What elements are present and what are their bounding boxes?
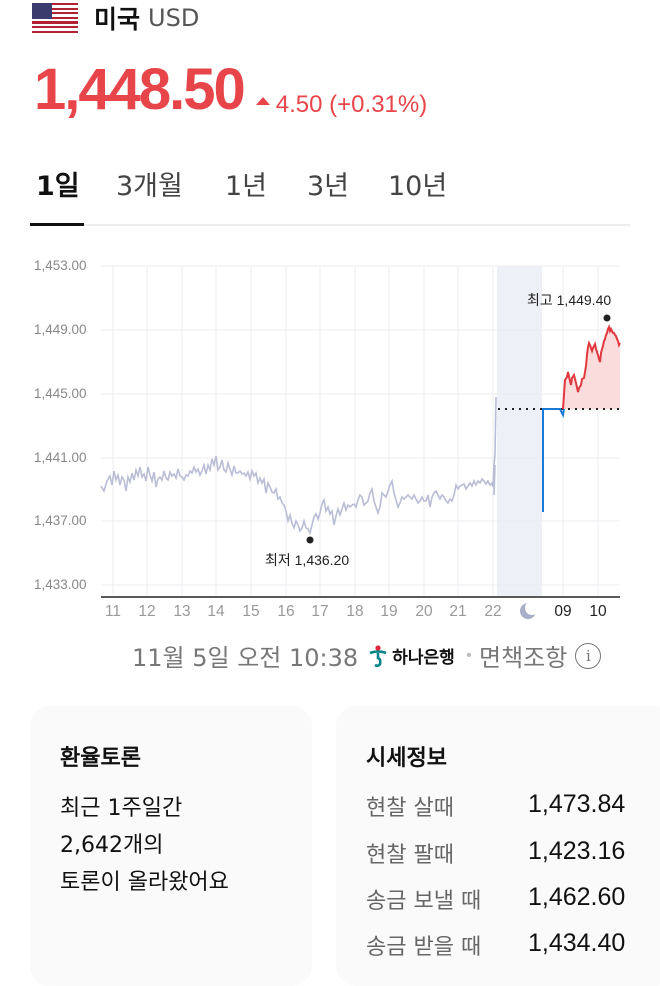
rate-row: 현찰 살때 1,473.84 (366, 790, 625, 822)
country-name: 미국 (94, 5, 141, 34)
x-tick: 20 (415, 603, 433, 620)
x-tick: 16 (277, 603, 295, 620)
x-tick: 12 (138, 603, 156, 620)
x-tick: 15 (242, 603, 260, 620)
rate-label: 현찰 살때 (366, 796, 454, 821)
discussion-summary: 최근 1주일간 2,642개의 토론이 올라왔어요 (60, 790, 229, 901)
y-tick: 1,441.00 (34, 450, 87, 465)
quote-row: 1,448.50 4.50 (+0.31%) (34, 56, 427, 123)
change-percent: (+0.31%) (329, 91, 428, 118)
moon-icon (520, 601, 539, 619)
bank-name: 하나은행 (392, 648, 455, 668)
discussion-title: 환율토론 (60, 746, 141, 771)
timestamp: 11월 5일 오전 10:38 (132, 644, 359, 672)
y-tick: 1,437.00 (34, 513, 87, 528)
hana-bank-icon (369, 644, 387, 667)
summary-line: 2,642개의 (60, 833, 164, 858)
x-tick: 22 (484, 603, 502, 620)
rate-row: 송금 보낼 때 1,462.60 (366, 883, 625, 915)
x-tick: 14 (207, 603, 225, 620)
x-tick: 18 (346, 603, 364, 620)
rate-value: 1,434.40 (528, 929, 626, 957)
y-tick: 1,453.00 (34, 258, 87, 273)
tab-divider (30, 224, 630, 226)
low-annotation: 최저 1,436.20 (265, 552, 350, 568)
source-info: 11월 5일 오전 10:38 하나은행 • 면책조항 i (132, 638, 602, 673)
info-icon[interactable]: i (575, 642, 602, 669)
rate-info-card[interactable]: 시세정보 현찰 살때 1,473.84 현찰 팔때 1,423.16 송금 보낼… (336, 706, 660, 986)
x-tick: 13 (173, 603, 191, 620)
current-price: 1,448.50 (34, 57, 246, 122)
tab-1y[interactable]: 1년 (225, 171, 268, 202)
up-triangle-icon (255, 97, 270, 105)
x-tick: 19 (380, 603, 398, 620)
currency-header: 미국 USD (32, 0, 199, 36)
x-tick: 10 (589, 603, 607, 620)
rate-label: 송금 보낼 때 (366, 889, 482, 914)
x-tick: 17 (311, 603, 329, 620)
active-tab-indicator (30, 223, 84, 226)
rate-value: 1,423.16 (528, 837, 626, 865)
separator-dot: • (464, 647, 474, 664)
rate-label: 현찰 팔때 (366, 843, 454, 868)
currency-code: USD (148, 4, 200, 32)
rate-label: 송금 받을 때 (366, 935, 482, 960)
us-flag-icon (32, 3, 78, 33)
price-change: 4.50 (+0.31%) (255, 91, 428, 119)
hana-bank-logo: 하나은행 (368, 643, 455, 668)
period-tabs: 1일 3개월 1년 3년 10년 (30, 160, 630, 226)
y-tick: 1,433.00 (34, 577, 87, 592)
chart-plot (100, 265, 621, 619)
x-tick: 09 (554, 603, 572, 620)
high-annotation: 최고 1,449.40 (527, 292, 612, 308)
tab-3m[interactable]: 3개월 (116, 171, 183, 202)
rate-value: 1,473.84 (528, 790, 626, 818)
y-tick: 1,449.00 (34, 322, 87, 337)
rate-row: 현찰 팔때 1,423.16 (366, 837, 625, 869)
change-amount: 4.50 (275, 91, 323, 118)
tab-3y[interactable]: 3년 (307, 171, 350, 202)
disclaimer-link[interactable]: 면책조항 (479, 644, 568, 672)
summary-line: 토론이 올라왔어요 (60, 870, 229, 895)
rate-info-title: 시세정보 (366, 746, 447, 771)
rate-row: 송금 받을 때 1,434.40 (366, 929, 625, 961)
rate-value: 1,462.60 (528, 883, 626, 911)
discussion-card[interactable]: 환율토론 최근 1주일간 2,642개의 토론이 올라왔어요 (30, 706, 312, 986)
x-tick: 21 (449, 603, 467, 620)
exchange-rate-chart[interactable]: 1,453.00 1,449.00 1,445.00 1,441.00 1,43… (0, 245, 660, 625)
y-tick: 1,445.00 (34, 386, 87, 401)
x-tick: 11 (104, 603, 122, 620)
tab-10y[interactable]: 10년 (388, 171, 448, 202)
summary-line: 최근 1주일간 (60, 796, 183, 821)
tab-1d[interactable]: 1일 (36, 171, 80, 202)
